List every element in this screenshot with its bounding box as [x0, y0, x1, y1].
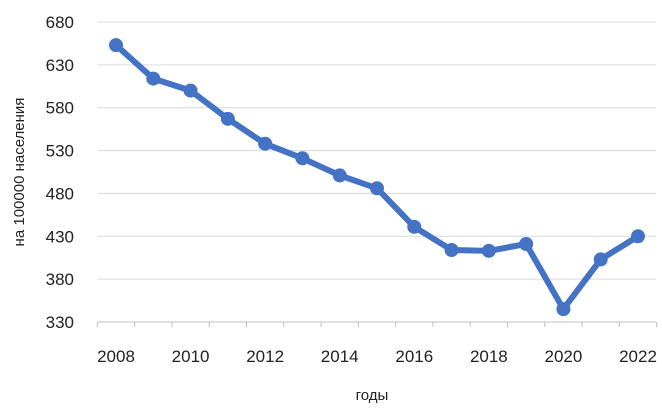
- data-point: [444, 243, 459, 257]
- data-point: [556, 302, 571, 317]
- y-tick-label: 380: [46, 270, 74, 289]
- y-tick-labels: 330 380 430 480 530 580 630 680: [46, 13, 74, 332]
- x-tick-label: 2012: [246, 347, 284, 366]
- x-tick-label: 2022: [619, 347, 657, 366]
- data-point: [220, 111, 235, 126]
- x-axis-title: годы: [356, 387, 389, 404]
- data-point: [631, 229, 645, 244]
- data-point: [332, 168, 347, 183]
- data-point: [519, 237, 534, 251]
- data-point: [370, 181, 384, 196]
- y-tick-label: 630: [46, 56, 74, 75]
- x-tick-label: 2008: [97, 347, 135, 366]
- x-tick-labels: 2008 2010 2012 2014 2016 2018 2020 2022: [97, 347, 657, 366]
- y-axis-title: на 100000 населения: [11, 98, 28, 247]
- x-tick-label: 2016: [395, 347, 433, 366]
- gridlines: [98, 21, 656, 323]
- y-tick-label: 430: [46, 227, 74, 246]
- data-point: [183, 83, 198, 98]
- data-point: [109, 38, 123, 53]
- x-tick-label: 2014: [321, 347, 359, 366]
- data-point: [146, 71, 161, 86]
- data-point: [593, 252, 608, 267]
- x-tick-label: 2020: [545, 347, 583, 366]
- data-point: [258, 136, 273, 151]
- data-point: [407, 219, 422, 234]
- y-tick-label: 580: [46, 99, 74, 118]
- data-point: [481, 243, 496, 258]
- y-tick-label: 330: [46, 313, 74, 332]
- y-tick-label: 480: [46, 184, 74, 203]
- series-group: [109, 38, 645, 317]
- axes: [96, 321, 658, 327]
- y-tick-label: 680: [46, 13, 74, 32]
- x-tick-label: 2010: [172, 347, 210, 366]
- data-point: [295, 151, 310, 166]
- y-tick-label: 530: [46, 142, 74, 161]
- x-tick-label: 2018: [470, 347, 508, 366]
